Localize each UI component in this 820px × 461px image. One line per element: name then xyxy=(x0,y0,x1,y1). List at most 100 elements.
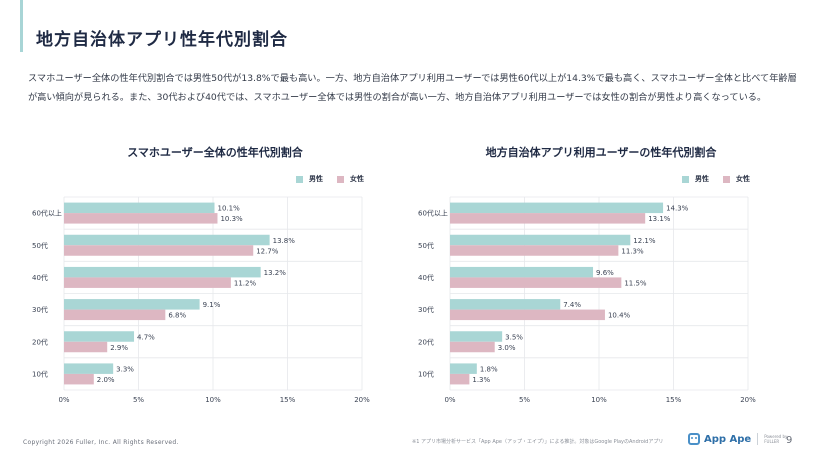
value-label: 2.0% xyxy=(97,376,115,384)
value-label: 9.1% xyxy=(203,301,221,309)
app-ape-icon xyxy=(688,433,700,445)
x-tick-label: 10% xyxy=(205,396,221,404)
chart-title: 地方自治体アプリ利用ユーザーの性年代別割合 xyxy=(485,146,717,159)
bar-female xyxy=(450,277,622,288)
bar-female xyxy=(450,213,646,224)
category-label: 20代 xyxy=(32,337,48,346)
legend-label-female: 女性 xyxy=(736,175,750,183)
value-label: 3.5% xyxy=(505,333,523,341)
value-label: 4.7% xyxy=(137,333,155,341)
powered-by-label: Powered by xyxy=(764,434,788,439)
bar-male xyxy=(450,234,631,246)
bar-male xyxy=(450,299,561,310)
category-label: 60代以上 xyxy=(418,209,448,218)
value-label: 1.8% xyxy=(480,365,498,373)
value-label: 12.1% xyxy=(633,237,656,245)
value-label: 13.1% xyxy=(648,215,671,223)
bar-female xyxy=(450,373,470,385)
legend-item-female: 女性 xyxy=(723,174,750,184)
chart-title: スマホユーザー全体の性年代別割合 xyxy=(127,146,303,159)
legend-swatch-male xyxy=(682,175,689,183)
legend-item-female: 女性 xyxy=(337,174,364,184)
logo-divider xyxy=(757,433,759,445)
source-note: ※1 アプリ市場分析サービス「App Ape（アップ・エイプ）」による推計。対象… xyxy=(412,439,664,445)
value-label: 11.2% xyxy=(234,279,257,287)
copyright-text: Copyright 2026 Fuller, Inc. All Rights R… xyxy=(23,439,179,446)
value-label: 1.3% xyxy=(472,376,490,384)
company-name: FULLER xyxy=(764,439,780,444)
title-accent-bar xyxy=(20,0,23,52)
legend-swatch-female xyxy=(723,175,730,183)
category-label: 20代 xyxy=(418,337,434,346)
app-ape-logo: App Ape Powered by FULLER xyxy=(688,433,787,445)
value-label: 2.9% xyxy=(110,344,128,352)
legend-swatch-male xyxy=(296,175,303,183)
bar-chart-svg: 0% 5% 10% 15% 20% 60代以上 10.1% 10.3% 50代 13.8% 12.7… xyxy=(32,196,370,404)
value-label: 11.5% xyxy=(624,279,647,287)
value-label: 14.3% xyxy=(666,205,689,213)
x-tick-label: 5% xyxy=(133,396,144,404)
x-tick-label: 0% xyxy=(444,396,455,404)
bar-male xyxy=(64,363,114,374)
value-label: 12.7% xyxy=(256,247,279,255)
bar-female xyxy=(450,309,605,321)
value-label: 10.1% xyxy=(217,205,240,213)
value-label: 9.6% xyxy=(596,269,614,277)
value-label: 3.3% xyxy=(116,365,134,373)
bar-female xyxy=(64,341,108,353)
chart-municipal-app-users: 地方自治体アプリ利用ユーザーの性年代別割合 男性 女性 0% 5% 10% 15% 20… xyxy=(406,140,796,415)
bar-chart-svg: 0% 5% 10% 15% 20% 60代以上 14.3% 13.1% 50代 12.1% 11.3… xyxy=(418,196,756,404)
bar-female xyxy=(450,245,619,256)
x-tick-label: 0% xyxy=(58,396,69,404)
bar-female xyxy=(64,373,94,385)
value-label: 11.3% xyxy=(621,247,644,255)
legend-item-male: 男性 xyxy=(296,174,323,184)
value-label: 6.8% xyxy=(168,312,186,320)
logo-text: App Ape xyxy=(704,433,752,445)
bar-male xyxy=(450,202,664,214)
value-label: 10.3% xyxy=(220,215,243,223)
value-label: 13.2% xyxy=(264,269,287,277)
bar-female xyxy=(64,309,166,321)
bar-male xyxy=(64,331,135,342)
category-label: 40代 xyxy=(32,273,48,282)
page-number: 9 xyxy=(786,435,793,446)
x-tick-label: 20% xyxy=(354,396,370,404)
legend-swatch-female xyxy=(337,175,344,183)
bar-male xyxy=(64,234,270,246)
x-tick-label: 20% xyxy=(740,396,756,404)
x-tick-label: 15% xyxy=(666,396,682,404)
bar-female xyxy=(64,245,254,256)
bar-male xyxy=(64,299,200,310)
page-title: 地方自治体アプリ性年代別割合 xyxy=(36,30,288,50)
category-label: 10代 xyxy=(32,369,48,378)
legend-label-female: 女性 xyxy=(350,175,364,183)
bar-male xyxy=(64,202,215,214)
description-text: スマホユーザー全体の性年代別割合では男性50代が13.8%で最も高い。一方、地方… xyxy=(28,73,797,103)
chart-legend: 男性 女性 xyxy=(296,174,364,184)
chart-legend: 男性 女性 xyxy=(682,174,750,184)
category-label: 60代以上 xyxy=(32,209,62,218)
x-tick-label: 15% xyxy=(280,396,296,404)
chart-smartphone-users: スマホユーザー全体の性年代別割合 男性 女性 0% 5% 10% 15% 20% 60代以… xyxy=(20,140,410,415)
legend-item-male: 男性 xyxy=(682,174,709,184)
category-label: 30代 xyxy=(418,305,434,314)
bar-male xyxy=(450,331,503,342)
x-tick-label: 10% xyxy=(591,396,607,404)
legend-label-male: 男性 xyxy=(309,175,323,183)
category-label: 10代 xyxy=(418,369,434,378)
value-label: 13.8% xyxy=(273,237,296,245)
bar-female xyxy=(64,277,231,288)
value-label: 7.4% xyxy=(563,301,581,309)
category-label: 30代 xyxy=(32,305,48,314)
category-label: 50代 xyxy=(418,241,434,250)
category-label: 40代 xyxy=(418,273,434,282)
bar-male xyxy=(64,266,261,278)
value-label: 3.0% xyxy=(498,344,516,352)
bar-female xyxy=(450,341,495,353)
legend-label-male: 男性 xyxy=(695,175,709,183)
x-tick-label: 5% xyxy=(519,396,530,404)
bar-male xyxy=(450,266,594,278)
category-label: 50代 xyxy=(32,241,48,250)
bar-female xyxy=(64,213,218,224)
